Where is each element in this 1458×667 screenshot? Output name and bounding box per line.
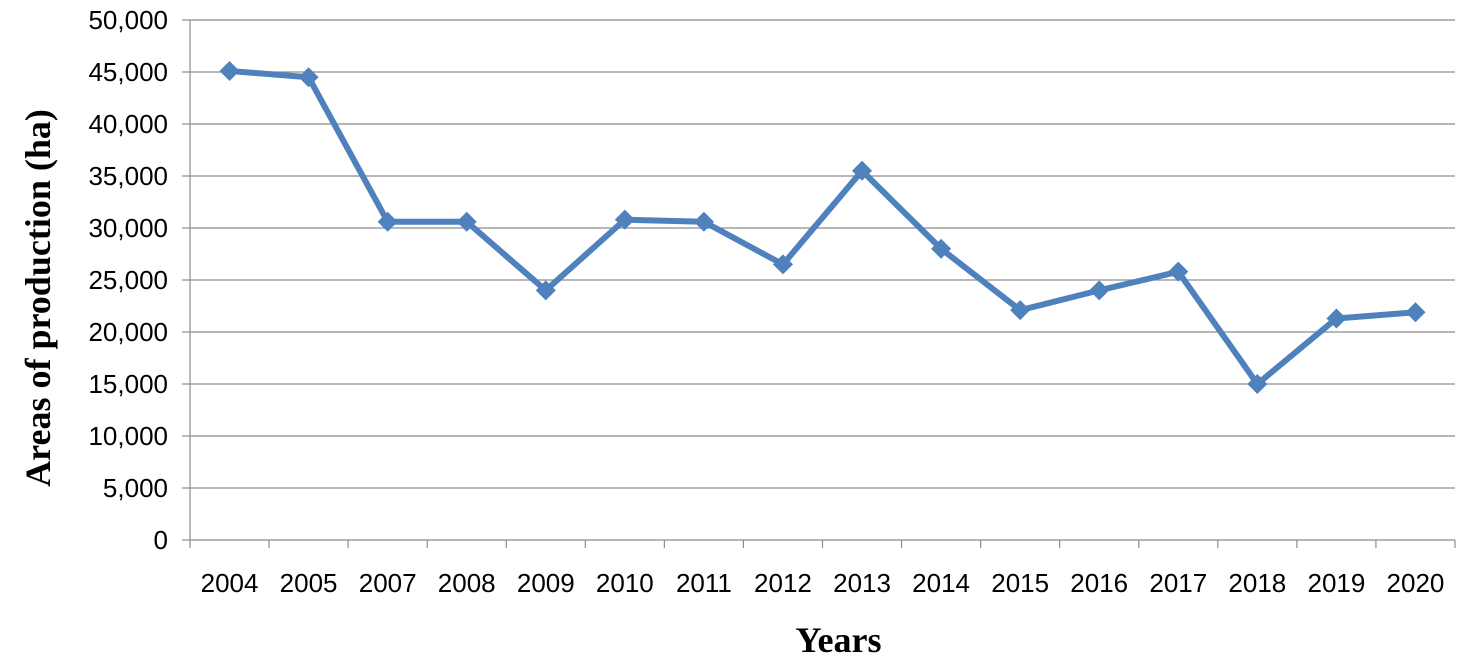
y-tick-label: 40,000 xyxy=(88,109,168,139)
gridlines xyxy=(190,19,1455,489)
data-point-2010 xyxy=(614,209,635,230)
x-tick-label: 2018 xyxy=(1228,568,1286,598)
x-tick-label: 2015 xyxy=(991,568,1049,598)
data-point-2014 xyxy=(931,238,952,259)
y-tick-label: 10,000 xyxy=(88,421,168,451)
data-point-2019 xyxy=(1326,308,1347,329)
series-layer xyxy=(219,60,1426,394)
y-tick-label: 0 xyxy=(154,525,168,555)
y-tick-label: 30,000 xyxy=(88,213,168,243)
y-tick-label: 50,000 xyxy=(88,5,168,35)
x-tick-label: 2005 xyxy=(280,568,338,598)
data-point-2018 xyxy=(1247,374,1268,394)
y-tick-label: 25,000 xyxy=(88,265,168,295)
x-tick-labels: 2004 2005 2007 2008 2009 2010 2011 2012 2013 2014… xyxy=(201,568,1445,598)
x-tick-label: 2004 xyxy=(201,568,259,598)
axes xyxy=(182,19,1456,548)
x-tick-label: 2019 xyxy=(1307,568,1365,598)
y-tick-label: 5,000 xyxy=(103,473,168,503)
x-tick-label: 2008 xyxy=(438,568,496,598)
y-tick-label: 35,000 xyxy=(88,161,168,191)
y-tick-labels: 0 5,000 10,000 15,000 20,000 25,000 30,000 35,0… xyxy=(88,5,168,555)
x-tick-label: 2013 xyxy=(833,568,891,598)
data-point-2016 xyxy=(1089,280,1110,301)
x-tick-label: 2014 xyxy=(912,568,970,598)
x-tick-label: 2012 xyxy=(754,568,812,598)
data-point-2008 xyxy=(456,211,477,232)
x-tick-label: 2009 xyxy=(517,568,575,598)
data-point-2015 xyxy=(1010,300,1031,321)
data-point-2017 xyxy=(1168,261,1189,282)
y-axis-title: Areas of production (ha) xyxy=(18,109,58,487)
y-tick-label: 45,000 xyxy=(88,57,168,87)
data-point-2013 xyxy=(852,160,873,181)
data-point-2004 xyxy=(219,60,240,81)
x-tick-label: 2017 xyxy=(1149,568,1207,598)
x-tick-label: 2016 xyxy=(1070,568,1128,598)
x-tick-label: 2007 xyxy=(359,568,417,598)
y-tick-label: 20,000 xyxy=(88,317,168,347)
x-axis-title: Years xyxy=(796,620,882,660)
x-tick-label: 2010 xyxy=(596,568,654,598)
data-point-2007 xyxy=(377,211,398,232)
data-point-2009 xyxy=(535,280,556,301)
x-tick-label: 2020 xyxy=(1387,568,1445,598)
data-point-2005 xyxy=(298,67,319,88)
data-point-2012 xyxy=(772,254,793,275)
data-point-2011 xyxy=(693,211,714,232)
x-tick-label: 2011 xyxy=(676,568,732,598)
y-tick-label: 15,000 xyxy=(88,369,168,399)
series-line xyxy=(226,67,1419,387)
data-point-2020 xyxy=(1405,302,1426,323)
